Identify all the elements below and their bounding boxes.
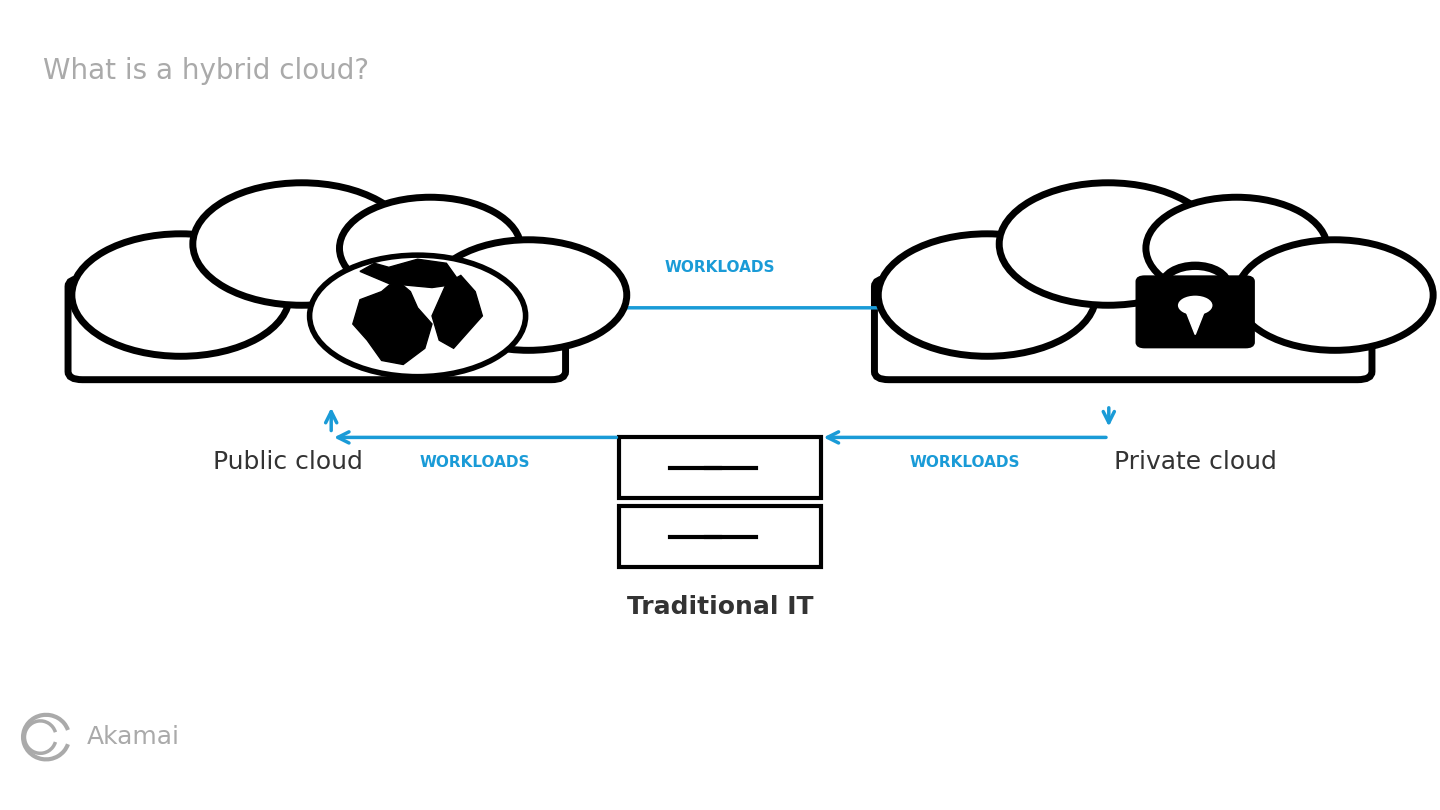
Circle shape — [431, 240, 626, 351]
FancyBboxPatch shape — [619, 506, 821, 567]
Text: Akamai: Akamai — [86, 725, 180, 749]
Polygon shape — [432, 275, 482, 348]
Circle shape — [878, 234, 1096, 356]
Text: Private cloud: Private cloud — [1113, 450, 1277, 474]
FancyBboxPatch shape — [68, 279, 566, 380]
Polygon shape — [360, 259, 461, 288]
Text: WORKLOADS: WORKLOADS — [910, 454, 1020, 470]
Text: WORKLOADS: WORKLOADS — [665, 260, 775, 275]
FancyBboxPatch shape — [874, 279, 1372, 380]
Text: Public cloud: Public cloud — [213, 450, 363, 474]
Circle shape — [193, 183, 410, 305]
Text: Traditional IT: Traditional IT — [626, 595, 814, 620]
FancyBboxPatch shape — [1138, 278, 1253, 347]
Circle shape — [72, 234, 289, 356]
FancyBboxPatch shape — [619, 437, 821, 498]
Polygon shape — [1184, 305, 1207, 335]
Circle shape — [1146, 198, 1328, 300]
Circle shape — [1178, 296, 1212, 315]
Circle shape — [1237, 240, 1433, 351]
Circle shape — [999, 183, 1217, 305]
Text: WORKLOADS: WORKLOADS — [420, 454, 530, 470]
Polygon shape — [353, 279, 432, 364]
Circle shape — [340, 198, 521, 300]
Text: What is a hybrid cloud?: What is a hybrid cloud? — [43, 57, 369, 85]
Circle shape — [310, 255, 526, 377]
